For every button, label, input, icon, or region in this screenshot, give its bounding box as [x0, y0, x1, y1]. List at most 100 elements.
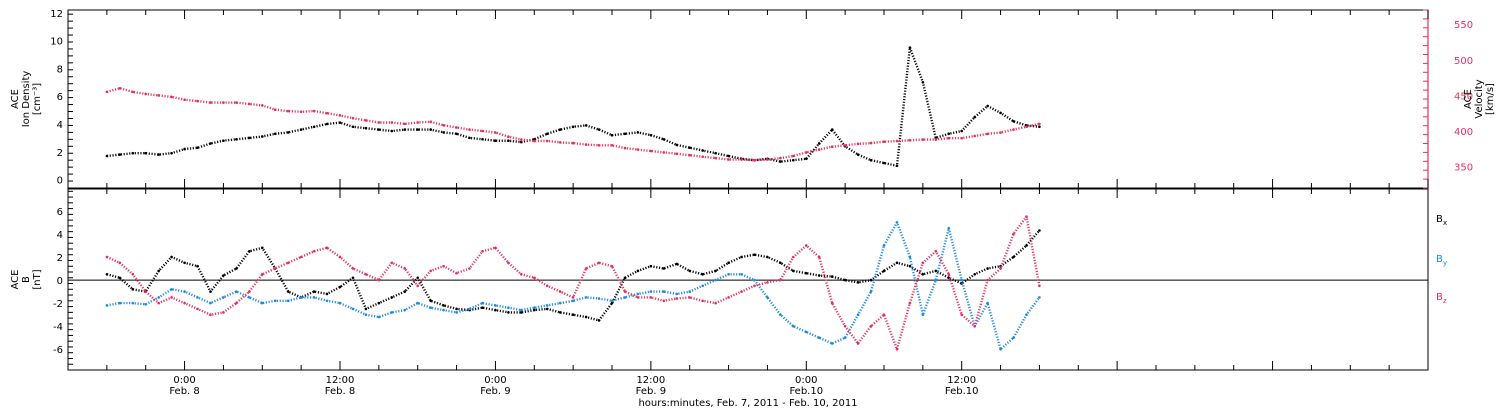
bx-series-point [921, 273, 925, 276]
by-series-point [753, 278, 756, 282]
density-axis-tick-label: 6 [57, 92, 63, 103]
bz-series-point [533, 276, 536, 280]
bz-series-point [1025, 215, 1028, 218]
velocity-series-point [196, 99, 199, 103]
ion-density-series-point [455, 132, 458, 136]
ion-density-series-point [701, 149, 704, 152]
ion-density-series-point [118, 153, 122, 156]
by-series-point [299, 296, 303, 299]
bx-series-point [701, 273, 704, 276]
bz-series-point [805, 244, 808, 247]
by-series-point [118, 301, 122, 305]
bx-series-point [934, 269, 938, 273]
ion-density-series-point [105, 154, 109, 158]
bz-series-point [843, 324, 847, 328]
bz-series-point [390, 261, 394, 265]
ion-density-series-point [248, 136, 251, 140]
field-axis-tick-label: 0 [57, 276, 63, 287]
velocity-series-point [429, 120, 433, 124]
field-axis-title-line: ACE [10, 270, 21, 290]
velocity-series-point [416, 121, 420, 124]
ion-density-series-point [817, 142, 821, 145]
bx-series-point [170, 255, 173, 259]
by-series-point [792, 324, 795, 328]
velocity-series-point [390, 121, 394, 124]
ion-density-series-point [131, 151, 135, 155]
bz-series-point [364, 273, 368, 276]
by-series-point [779, 313, 782, 317]
bx-series-point [494, 308, 497, 312]
bx-series-point [882, 269, 886, 273]
ion-density-series-point [144, 151, 147, 155]
velocity-series-point [740, 158, 743, 161]
bx-series-point [183, 261, 186, 265]
ion-density-series-point [1038, 125, 1041, 129]
by-series-point [999, 347, 1002, 351]
x-axis-title: hours:minutes, Feb. 7, 2011 - Feb. 10, 2… [638, 398, 857, 409]
x-tick-time-label: 0:00 [795, 375, 817, 386]
velocity-series-point [1038, 122, 1041, 126]
velocity-series-point [792, 154, 795, 158]
bx-series-point [403, 290, 407, 293]
velocity-series-point [856, 142, 860, 146]
legend-Bz: B [1436, 292, 1443, 303]
by-series-point [442, 308, 445, 312]
bz-series-point [830, 301, 834, 305]
velocity-series-point [999, 131, 1002, 134]
bz-series-point [235, 301, 238, 305]
velocity-axis-title-line: ACE [1463, 89, 1474, 109]
velocity-axis-title: ACE Velocity [km/s] [1463, 79, 1496, 118]
bz-series-point [209, 313, 212, 317]
velocity-series-point [442, 124, 445, 127]
bx-series-point [766, 255, 769, 259]
by-series-point [403, 308, 407, 312]
velocity-series-point [753, 158, 756, 162]
ion-density-series-point [856, 153, 860, 156]
bx-series-point [105, 273, 109, 276]
velocity-series-point [908, 139, 912, 142]
ion-density-series-point [623, 132, 627, 136]
ion-density-series-point [688, 146, 691, 149]
by-series-point [623, 296, 627, 299]
velocity-series-point [105, 90, 109, 94]
by-series-point [377, 315, 381, 319]
by-series-point [222, 296, 225, 299]
bx-series-point [597, 319, 601, 322]
bx-series-point [856, 281, 860, 284]
ion-density-series-point [882, 161, 886, 165]
bx-series-point [675, 262, 679, 266]
velocity-series-point [235, 101, 238, 104]
by-series-point [649, 290, 653, 293]
bz-series-point [261, 273, 264, 276]
bx-series-point [571, 313, 575, 317]
velocity-series-point [209, 101, 212, 104]
velocity-series-point [261, 104, 264, 107]
bz-series-point [183, 301, 186, 305]
density-axis-title-line: [cm⁻³] [32, 83, 43, 115]
velocity-series-point [558, 141, 562, 144]
velocity-series-point [882, 140, 886, 143]
bx-series-point [558, 311, 562, 314]
ion-density-series-point [895, 164, 899, 168]
by-series-point [1012, 336, 1015, 340]
by-series-point [688, 290, 691, 293]
ion-density-series-point [468, 136, 471, 140]
velocity-series-point [481, 129, 484, 133]
top-panel-frame [67, 9, 1429, 189]
field-axis-title: ACE B [nT] [10, 269, 43, 289]
by-series-point [558, 301, 562, 305]
velocity-axis-title-line: [km/s] [1485, 83, 1496, 115]
bx-series-point [636, 269, 640, 273]
velocity-series-point [571, 141, 575, 145]
bx-series-point [507, 311, 510, 314]
x-tick-date-label: Feb. 9 [636, 386, 666, 397]
velocity-series-point [545, 139, 549, 143]
ion-density-series-point [209, 142, 212, 145]
ion-density-series-point [792, 158, 795, 162]
ion-density-series-point [805, 157, 808, 161]
bz-series-point [377, 278, 381, 282]
by-series-point [610, 299, 614, 303]
by-series-point [766, 296, 769, 299]
field-axis-tick-label: -2 [53, 299, 63, 310]
by-series-point [817, 336, 821, 340]
